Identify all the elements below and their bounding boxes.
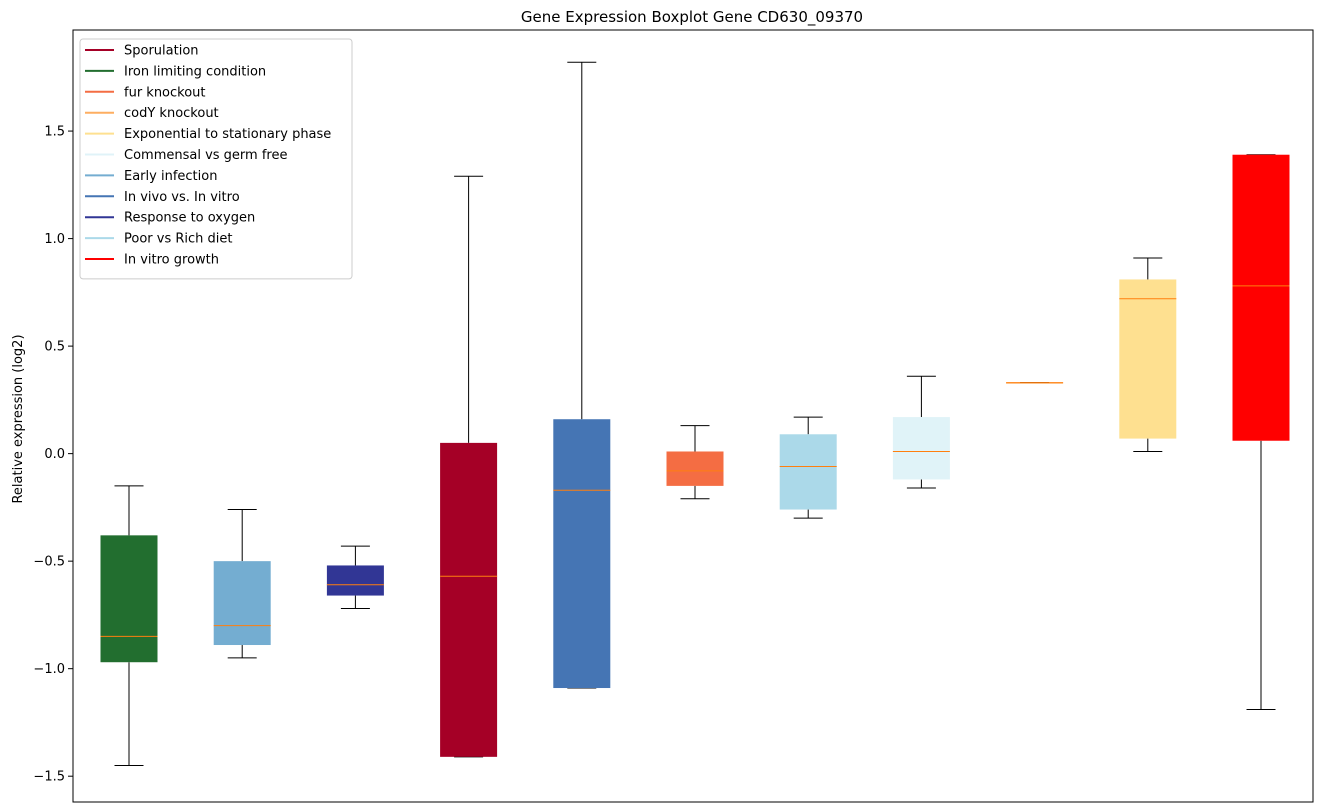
y-tick-label: 1.0 [44,232,65,247]
iqr-box [553,419,611,689]
legend-entry: Exponential to stationary phase [85,127,331,142]
legend-entry: In vitro growth [85,253,219,268]
legend-label: Sporulation [124,44,199,59]
legend-label: Poor vs Rich diet [124,232,232,247]
box-poor-vs-rich-diet [779,416,837,519]
iqr-box [326,565,384,596]
legend-label: fur knockout [124,85,206,100]
y-tick-label: −1.0 [33,662,65,677]
plot-frame [72,29,1314,803]
legend-entry: Poor vs Rich diet [85,232,232,247]
legend-entry: Response to oxygen [85,211,255,226]
legend-entry: Sporulation [85,44,199,59]
y-tick-label: 1.5 [44,125,65,140]
iqr-box [213,561,271,646]
box-sporulation [440,175,498,758]
box-iron-limiting-condition [100,485,158,766]
box-commensal-vs-germ-free [892,375,950,489]
legend-entry: Commensal vs germ free [85,148,287,163]
legend-label: codY knockout [124,106,219,121]
legend-label: Iron limiting condition [124,64,266,79]
box-series [100,61,1290,766]
iqr-box [100,535,158,663]
iqr-box [440,442,498,757]
iqr-box [666,451,724,486]
legend: Sporulation Iron limiting condition fur kn… [79,38,353,280]
legend-label: Exponential to stationary phase [124,127,331,142]
box-early-infection [213,509,271,659]
box-exponential-to-stationary-phase [1119,257,1177,452]
legend-entry: In vivo vs. In vitro [85,190,240,205]
iqr-box [779,434,837,510]
legend-entry: fur knockout [85,85,206,100]
iqr-box [892,417,950,480]
legend-label: Response to oxygen [124,211,255,226]
iqr-box [1232,154,1290,441]
box-cody-knockout [1006,382,1064,384]
box-in-vitro-growth [1232,154,1290,711]
legend-label: Early infection [124,169,217,184]
y-tick-label: −0.5 [33,555,65,570]
y-tick-label: 0.5 [44,340,65,355]
legend-entry: Iron limiting condition [85,64,266,79]
box-response-to-oxygen [326,545,384,609]
chart-title: Gene Expression Boxplot Gene CD630_09370 [521,8,863,27]
iqr-box [1119,279,1177,439]
legend-label: Commensal vs germ free [124,148,287,163]
y-axis-label: Relative expression (log2) [11,334,26,503]
y-tick-label: 0.0 [44,447,65,462]
y-tick-label: −1.5 [33,770,65,785]
legend-label: In vitro growth [124,253,219,268]
legend-label: In vivo vs. In vitro [124,190,240,205]
box-fur-knockout [666,425,724,500]
y-axis-ticks: −1.5 −1.0 −0.5 0.0 0.5 1.0 1.5 [33,125,73,785]
box-in-vivo-vs-in-vitro [553,61,611,689]
legend-frame [79,38,353,280]
legend-entry: Early infection [85,169,217,184]
legend-entry: codY knockout [85,106,219,121]
